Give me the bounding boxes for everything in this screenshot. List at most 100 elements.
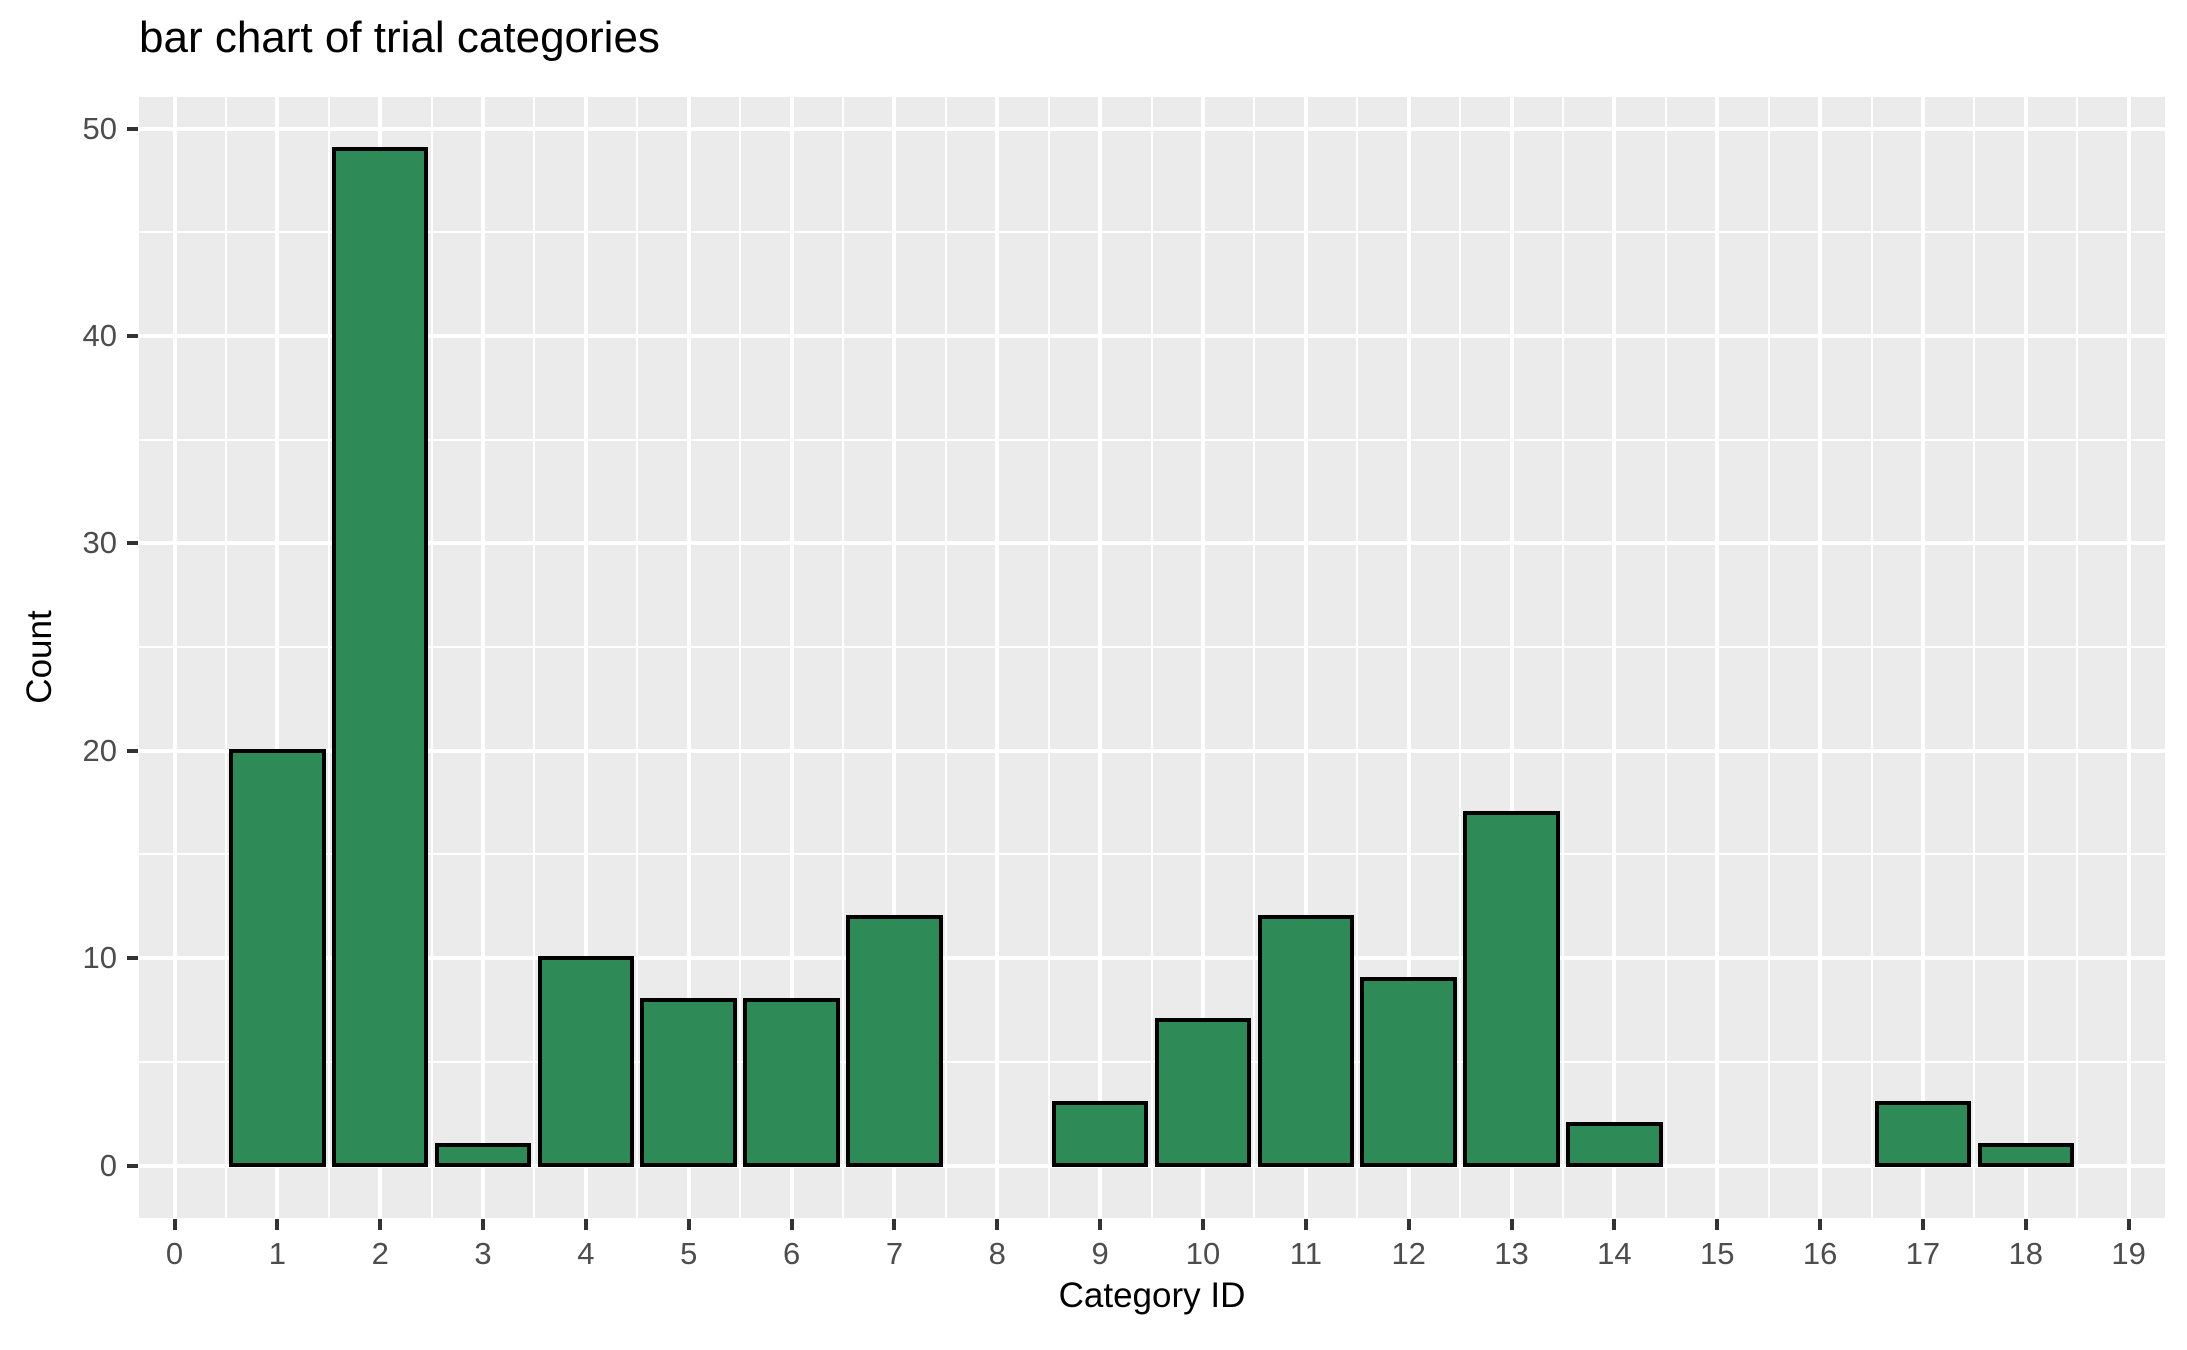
major-gridline-horizontal bbox=[139, 541, 2165, 546]
x-tick-label-5: 5 bbox=[680, 1236, 698, 1271]
x-tick-label-10: 10 bbox=[1185, 1236, 1221, 1271]
minor-gridline-vertical bbox=[1253, 97, 1256, 1218]
x-tick-label-6: 6 bbox=[782, 1236, 801, 1271]
x-tick-mark bbox=[172, 1219, 177, 1230]
y-tick-label-30: 30 bbox=[82, 525, 117, 561]
minor-gridline-vertical bbox=[224, 97, 227, 1218]
minor-gridline-vertical bbox=[1459, 97, 1462, 1218]
minor-gridline-vertical bbox=[327, 97, 330, 1218]
major-gridline-vertical bbox=[1612, 97, 1617, 1218]
x-tick-label-13: 13 bbox=[1494, 1236, 1529, 1271]
minor-gridline-vertical bbox=[636, 97, 639, 1218]
minor-gridline-horizontal bbox=[139, 231, 2165, 234]
minor-gridline-vertical bbox=[739, 97, 742, 1218]
bar-category-18 bbox=[1977, 1142, 2075, 1168]
x-tick-mark bbox=[481, 1219, 486, 1230]
x-tick-label-15: 15 bbox=[1700, 1236, 1735, 1271]
x-tick-mark bbox=[1715, 1219, 1720, 1230]
x-axis-title: Category ID bbox=[1058, 1276, 1246, 1315]
minor-gridline-horizontal bbox=[139, 646, 2165, 648]
x-tick-mark bbox=[1303, 1219, 1308, 1230]
x-tick-label-17: 17 bbox=[1905, 1236, 1941, 1271]
x-tick-mark bbox=[378, 1219, 383, 1230]
bar-category-5 bbox=[640, 997, 738, 1168]
x-tick-mark bbox=[1098, 1219, 1103, 1230]
x-tick-mark bbox=[789, 1219, 794, 1230]
minor-gridline-vertical bbox=[1150, 97, 1153, 1218]
major-gridline-vertical bbox=[1406, 97, 1411, 1218]
bar-category-17 bbox=[1874, 1101, 1972, 1168]
y-tick-label-50: 50 bbox=[82, 110, 117, 146]
bar-category-12 bbox=[1360, 976, 1457, 1168]
major-gridline-horizontal bbox=[139, 748, 2165, 753]
major-gridline-vertical bbox=[1201, 97, 1205, 1218]
major-gridline-vertical bbox=[1818, 97, 1823, 1218]
y-tick-mark bbox=[127, 748, 138, 753]
major-gridline-vertical bbox=[275, 97, 280, 1218]
y-axis-title: Count bbox=[20, 610, 59, 704]
bar-category-10 bbox=[1154, 1018, 1252, 1168]
minor-gridline-vertical bbox=[1356, 97, 1359, 1218]
x-tick-label-14: 14 bbox=[1597, 1236, 1632, 1271]
minor-gridline-horizontal bbox=[139, 853, 2165, 856]
major-gridline-vertical bbox=[172, 97, 177, 1218]
major-gridline-vertical bbox=[2023, 97, 2028, 1218]
x-tick-mark bbox=[1818, 1219, 1823, 1230]
bar-category-7 bbox=[846, 914, 943, 1168]
minor-gridline-vertical bbox=[1973, 97, 1976, 1218]
major-gridline-horizontal bbox=[139, 333, 2165, 338]
major-gridline-vertical bbox=[481, 97, 486, 1218]
x-tick-mark bbox=[583, 1219, 588, 1230]
x-tick-mark bbox=[1406, 1219, 1411, 1230]
minor-gridline-vertical bbox=[2076, 97, 2079, 1218]
bar-category-4 bbox=[537, 956, 635, 1168]
x-tick-label-7: 7 bbox=[885, 1236, 904, 1271]
major-gridline-vertical bbox=[892, 97, 897, 1218]
minor-gridline-vertical bbox=[430, 97, 433, 1218]
x-tick-mark bbox=[686, 1219, 691, 1230]
bar-category-3 bbox=[434, 1142, 532, 1168]
x-tick-mark bbox=[1201, 1219, 1205, 1230]
bar-category-11 bbox=[1257, 914, 1355, 1168]
x-tick-label-12: 12 bbox=[1391, 1236, 1426, 1271]
chart-title: bar chart of trial categories bbox=[139, 13, 660, 62]
minor-gridline-vertical bbox=[1870, 97, 1873, 1218]
minor-gridline-horizontal bbox=[139, 438, 2165, 441]
x-tick-mark bbox=[892, 1219, 897, 1230]
y-tick-mark bbox=[127, 541, 138, 546]
major-gridline-vertical bbox=[686, 97, 691, 1218]
major-gridline-vertical bbox=[583, 97, 588, 1218]
x-tick-label-11: 11 bbox=[1289, 1236, 1322, 1271]
bar-category-14 bbox=[1566, 1122, 1663, 1168]
y-tick-mark bbox=[127, 333, 138, 338]
minor-gridline-vertical bbox=[944, 97, 947, 1218]
major-gridline-vertical bbox=[995, 97, 1000, 1218]
x-tick-label-3: 3 bbox=[474, 1236, 492, 1271]
minor-gridline-horizontal bbox=[139, 1060, 2165, 1063]
x-tick-label-0: 0 bbox=[165, 1236, 184, 1271]
major-gridline-vertical bbox=[1303, 97, 1308, 1218]
x-tick-label-18: 18 bbox=[2008, 1236, 2044, 1271]
x-tick-mark bbox=[2023, 1219, 2028, 1230]
x-tick-label-19: 19 bbox=[2111, 1236, 2146, 1271]
minor-gridline-vertical bbox=[842, 97, 845, 1218]
minor-gridline-vertical bbox=[1767, 97, 1770, 1218]
y-tick-label-10: 10 bbox=[82, 940, 117, 976]
x-tick-label-16: 16 bbox=[1802, 1236, 1838, 1271]
x-tick-mark bbox=[1509, 1219, 1514, 1230]
x-tick-label-2: 2 bbox=[371, 1236, 389, 1271]
major-gridline-vertical bbox=[1509, 97, 1514, 1218]
bar-category-2 bbox=[331, 147, 429, 1168]
major-gridline-vertical bbox=[789, 97, 794, 1218]
major-gridline-horizontal bbox=[139, 956, 2165, 961]
y-tick-label-20: 20 bbox=[82, 732, 117, 768]
y-tick-mark bbox=[127, 956, 138, 961]
x-tick-mark bbox=[275, 1219, 280, 1230]
x-tick-mark bbox=[1612, 1219, 1617, 1230]
bar-category-1 bbox=[229, 748, 326, 1168]
minor-gridline-vertical bbox=[1047, 97, 1050, 1218]
x-tick-label-9: 9 bbox=[1091, 1236, 1109, 1271]
bar-category-9 bbox=[1051, 1101, 1149, 1168]
minor-gridline-vertical bbox=[1664, 97, 1667, 1218]
